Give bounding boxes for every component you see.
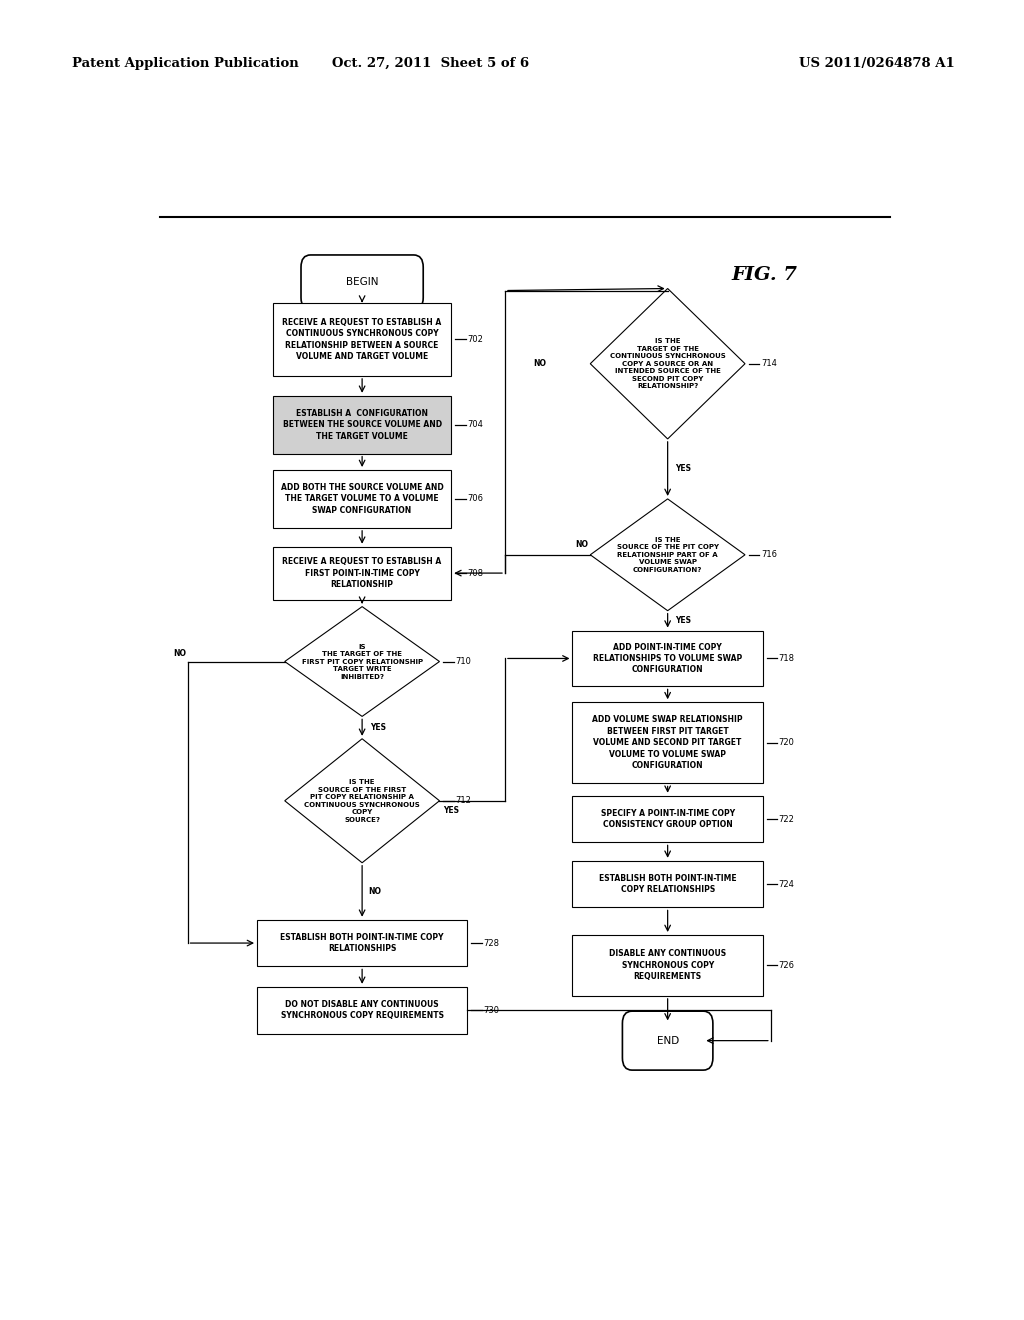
Text: US 2011/0264878 A1: US 2011/0264878 A1	[799, 57, 954, 70]
Text: IS THE
SOURCE OF THE FIRST
PIT COPY RELATIONSHIP A
CONTINUOUS SYNCHRONOUS
COPY
S: IS THE SOURCE OF THE FIRST PIT COPY RELA…	[304, 779, 420, 822]
Text: IS
THE TARGET OF THE
FIRST PIT COPY RELATIONSHIP
TARGET WRITE
INHIBITED?: IS THE TARGET OF THE FIRST PIT COPY RELA…	[301, 644, 423, 680]
Text: 718: 718	[779, 653, 795, 663]
Polygon shape	[285, 739, 439, 863]
Text: FIG. 7: FIG. 7	[731, 267, 797, 284]
Text: 702: 702	[467, 335, 483, 343]
Text: DISABLE ANY CONTINUOUS
SYNCHRONOUS COPY
REQUIREMENTS: DISABLE ANY CONTINUOUS SYNCHRONOUS COPY …	[609, 949, 726, 981]
Text: 708: 708	[467, 569, 483, 578]
Text: 710: 710	[456, 657, 471, 667]
Text: 730: 730	[483, 1006, 499, 1015]
FancyBboxPatch shape	[301, 255, 423, 310]
Bar	[572, 631, 763, 686]
Bar	[572, 702, 763, 784]
Bar	[272, 470, 452, 528]
Text: 714: 714	[761, 359, 777, 368]
Text: 722: 722	[779, 814, 795, 824]
Text: ADD BOTH THE SOURCE VOLUME AND
THE TARGET VOLUME TO A VOLUME
SWAP CONFIGURATION: ADD BOTH THE SOURCE VOLUME AND THE TARGE…	[281, 483, 443, 515]
Text: Oct. 27, 2011  Sheet 5 of 6: Oct. 27, 2011 Sheet 5 of 6	[332, 57, 528, 70]
Bar	[572, 861, 763, 907]
Polygon shape	[590, 289, 745, 440]
Bar	[272, 302, 452, 376]
Text: IS THE
SOURCE OF THE PIT COPY
RELATIONSHIP PART OF A
VOLUME SWAP
CONFIGURATION?: IS THE SOURCE OF THE PIT COPY RELATIONSH…	[616, 537, 719, 573]
Text: YES: YES	[676, 616, 691, 626]
Text: 726: 726	[779, 961, 795, 970]
Bar	[272, 396, 452, 454]
Bar	[572, 935, 763, 995]
Text: IS THE
TARGET OF THE
CONTINUOUS SYNCHRONOUS
COPY A SOURCE OR AN
INTENDED SOURCE : IS THE TARGET OF THE CONTINUOUS SYNCHRON…	[609, 338, 726, 389]
Text: 716: 716	[761, 550, 777, 560]
Polygon shape	[285, 607, 439, 717]
Text: BEGIN: BEGIN	[346, 277, 378, 288]
Polygon shape	[590, 499, 745, 611]
Text: 724: 724	[779, 879, 795, 888]
Text: 712: 712	[456, 796, 471, 805]
Text: DO NOT DISABLE ANY CONTINUOUS
SYNCHRONOUS COPY REQUIREMENTS: DO NOT DISABLE ANY CONTINUOUS SYNCHRONOU…	[281, 1001, 443, 1020]
Bar	[572, 796, 763, 842]
Text: NO: NO	[369, 887, 382, 896]
Text: NO: NO	[173, 649, 186, 657]
Bar	[272, 546, 452, 599]
Text: RECEIVE A REQUEST TO ESTABLISH A
CONTINUOUS SYNCHRONOUS COPY
RELATIONSHIP BETWEE: RECEIVE A REQUEST TO ESTABLISH A CONTINU…	[283, 318, 441, 360]
Text: YES: YES	[442, 807, 459, 816]
Text: ESTABLISH A  CONFIGURATION
BETWEEN THE SOURCE VOLUME AND
THE TARGET VOLUME: ESTABLISH A CONFIGURATION BETWEEN THE SO…	[283, 409, 441, 441]
Text: 728: 728	[483, 939, 499, 948]
FancyBboxPatch shape	[623, 1011, 713, 1071]
Text: NO: NO	[575, 540, 589, 549]
Bar	[257, 987, 467, 1034]
Text: 720: 720	[779, 738, 795, 747]
Text: ESTABLISH BOTH POINT-IN-TIME COPY
RELATIONSHIPS: ESTABLISH BOTH POINT-IN-TIME COPY RELATI…	[281, 933, 443, 953]
Text: YES: YES	[370, 723, 386, 733]
Text: END: END	[656, 1036, 679, 1045]
Text: NO: NO	[534, 359, 547, 368]
Text: 704: 704	[467, 420, 483, 429]
Text: ADD POINT-IN-TIME COPY
RELATIONSHIPS TO VOLUME SWAP
CONFIGURATION: ADD POINT-IN-TIME COPY RELATIONSHIPS TO …	[593, 643, 742, 675]
Text: SPECIFY A POINT-IN-TIME COPY
CONSISTENCY GROUP OPTION: SPECIFY A POINT-IN-TIME COPY CONSISTENCY…	[601, 809, 734, 829]
Text: ADD VOLUME SWAP RELATIONSHIP
BETWEEN FIRST PIT TARGET
VOLUME AND SECOND PIT TARG: ADD VOLUME SWAP RELATIONSHIP BETWEEN FIR…	[592, 715, 743, 771]
Text: Patent Application Publication: Patent Application Publication	[72, 57, 298, 70]
Text: RECEIVE A REQUEST TO ESTABLISH A
FIRST POINT-IN-TIME COPY
RELATIONSHIP: RECEIVE A REQUEST TO ESTABLISH A FIRST P…	[283, 557, 441, 589]
Bar	[257, 920, 467, 966]
Text: YES: YES	[676, 465, 691, 474]
Text: ESTABLISH BOTH POINT-IN-TIME
COPY RELATIONSHIPS: ESTABLISH BOTH POINT-IN-TIME COPY RELATI…	[599, 874, 736, 895]
Text: 706: 706	[467, 495, 483, 503]
